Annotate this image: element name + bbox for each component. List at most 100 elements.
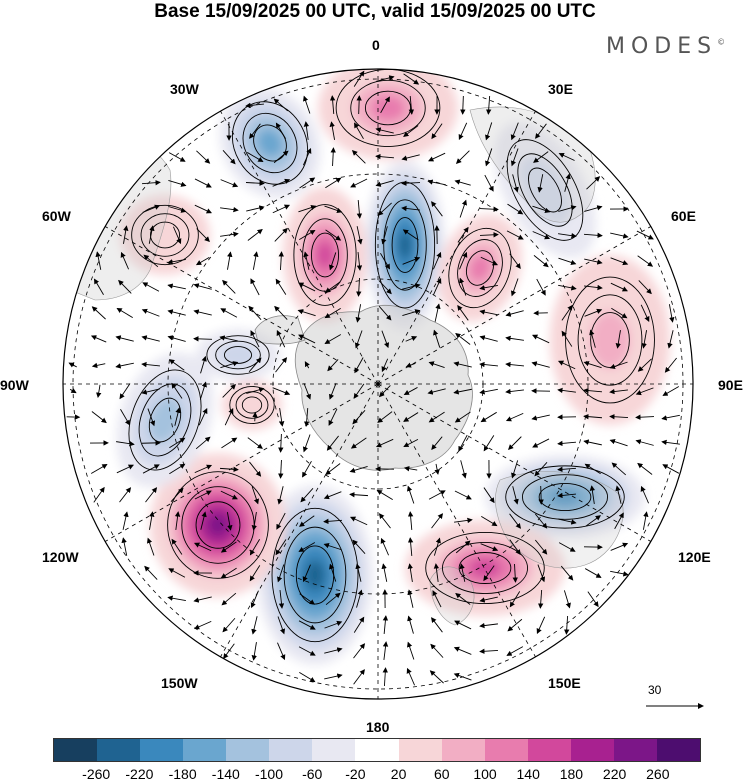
colorbar-tick: -60	[302, 766, 323, 782]
wind-vector	[507, 203, 524, 215]
wind-vector	[429, 670, 444, 684]
wind-vector	[381, 358, 389, 373]
map-border	[62, 68, 694, 700]
wind-vector	[402, 283, 421, 290]
wind-vector	[145, 487, 158, 503]
wind-vector	[610, 282, 628, 292]
wind-vector	[537, 564, 546, 583]
wind-vector	[247, 437, 263, 449]
wind-vector	[250, 330, 260, 348]
wind-vector	[433, 537, 441, 556]
wind-vector	[226, 512, 233, 531]
colorbar-swatch	[269, 739, 313, 761]
wind-vector	[142, 204, 161, 213]
wind-vector	[167, 283, 186, 290]
wind-vector	[277, 642, 286, 661]
colorbar-tick: 60	[434, 766, 450, 782]
wind-vector	[194, 464, 213, 474]
wind-vector	[380, 96, 390, 114]
colorbar-swatch	[355, 739, 399, 761]
wind-vector	[299, 671, 316, 683]
wind-vector	[479, 388, 498, 395]
wind-vector	[403, 387, 418, 395]
wind-vector	[168, 568, 186, 578]
wind-vector	[479, 206, 499, 212]
wind-vector	[302, 460, 312, 478]
wind-vector	[350, 178, 368, 188]
wind-vector	[584, 205, 603, 212]
wind-vector	[143, 254, 159, 268]
wind-vector	[431, 436, 443, 450]
contour-neg-160w	[283, 526, 347, 624]
wind-vector	[480, 411, 497, 423]
wind-vector	[662, 464, 680, 474]
wind-vector	[376, 489, 393, 501]
wind-vector	[220, 541, 237, 553]
wind-vector	[460, 460, 467, 479]
wind-vector	[251, 616, 258, 635]
wind-vector	[428, 490, 446, 500]
wind-vector	[115, 362, 134, 369]
wind-vector	[194, 204, 212, 214]
wind-vector	[354, 357, 364, 374]
contour-neg-160w	[271, 507, 359, 643]
wind-vector	[485, 122, 493, 141]
wind-vector	[481, 516, 498, 527]
brand-mark: ©	[717, 37, 726, 47]
wind-vector	[638, 280, 652, 295]
wind-vector	[505, 412, 524, 422]
wind-vector	[220, 567, 237, 579]
wind-vector	[583, 439, 602, 446]
wind-vector	[141, 388, 160, 395]
colorbar-tick: -180	[168, 766, 197, 782]
wind-vector	[194, 490, 212, 500]
anomaly-band-pos-135w	[208, 514, 228, 536]
wind-vector	[505, 335, 524, 342]
wind-vector	[96, 384, 102, 399]
wind-vector	[512, 174, 519, 193]
brand-name: MODES	[606, 34, 718, 59]
wind-vector	[479, 309, 498, 316]
wind-vector	[563, 590, 571, 609]
wind-vector	[323, 491, 342, 500]
wind-vector	[457, 226, 469, 243]
wind-vector	[637, 255, 654, 267]
wind-vector	[353, 669, 365, 685]
wind-vector	[427, 388, 446, 395]
wind-vector	[453, 361, 472, 368]
wind-vector	[609, 439, 628, 447]
wind-vector	[356, 589, 363, 608]
wind-vector	[278, 251, 284, 271]
wind-vector	[455, 150, 470, 164]
wind-vector	[454, 179, 471, 186]
wind-vector	[275, 539, 287, 556]
contour-pos-80e	[577, 294, 643, 386]
wind-vector	[278, 590, 285, 609]
wind-vector	[275, 278, 287, 295]
lon-label-90w: 90W	[0, 377, 29, 393]
wind-vector	[119, 383, 131, 400]
wind-vector	[141, 335, 160, 342]
wind-vector	[407, 615, 414, 634]
wind-vector	[349, 491, 369, 498]
wind-vector	[614, 512, 624, 530]
anomaly-band-neg-10e	[398, 230, 412, 260]
wind-vector	[377, 411, 393, 423]
wind-vector	[250, 590, 259, 609]
anomaly-band-neg-110e	[549, 488, 581, 506]
wind-vector	[534, 461, 548, 477]
wind-vector	[512, 486, 519, 505]
wind-vector	[304, 361, 310, 369]
wind-vector	[169, 463, 186, 475]
wind-vector	[532, 334, 550, 344]
wind-vector	[584, 308, 603, 317]
contour-pos-135w	[195, 501, 241, 549]
wind-vector	[375, 127, 394, 134]
wind-vector	[325, 592, 341, 606]
colorbar-swatch	[54, 739, 98, 761]
wind-vector	[118, 279, 132, 294]
wind-vector	[68, 362, 77, 368]
wind-vector	[537, 589, 544, 609]
